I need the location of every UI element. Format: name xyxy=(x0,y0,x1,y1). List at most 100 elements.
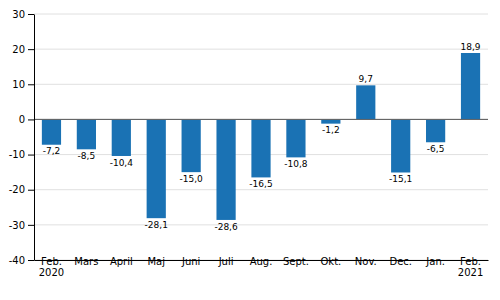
y-tick-label: -20 xyxy=(9,184,25,195)
x-tick: Sept. xyxy=(283,256,309,267)
y-tick: -10 xyxy=(9,149,34,160)
y-tick: -20 xyxy=(9,184,34,195)
x-tick-label-line: Maj xyxy=(147,256,165,267)
x-tick: Nov. xyxy=(355,256,377,267)
x-tick: Mars xyxy=(74,256,98,267)
y-tick: 30 xyxy=(12,9,34,20)
x-tick: Aug. xyxy=(250,256,273,267)
x-tick-label: Mars xyxy=(74,256,98,267)
x-tick-label-line: 2021 xyxy=(458,267,483,278)
x-tick: Juli xyxy=(218,256,234,267)
data-label: -15,0 xyxy=(180,174,204,184)
x-tick-label-line: Feb. xyxy=(41,256,62,267)
x-tick-label: Okt. xyxy=(320,256,341,267)
data-label: 9,7 xyxy=(359,74,373,84)
y-tick-mark xyxy=(28,260,34,261)
y-tick-label: 10 xyxy=(12,79,25,90)
data-label: -7,2 xyxy=(43,146,61,156)
x-tick: Juni xyxy=(181,256,200,267)
grid-line xyxy=(34,14,488,15)
grid-line xyxy=(34,49,488,50)
y-tick-mark xyxy=(28,190,34,191)
data-label: 18,9 xyxy=(461,42,481,52)
bar xyxy=(321,119,340,123)
bar xyxy=(356,85,375,119)
zero-line xyxy=(34,119,488,120)
data-label: -15,1 xyxy=(389,174,412,184)
y-tick-label: 20 xyxy=(12,44,25,55)
x-tick-label: Dec. xyxy=(389,256,412,267)
bars xyxy=(42,53,480,220)
x-tick: Maj xyxy=(147,256,165,267)
x-tick-label-line: 2020 xyxy=(39,267,64,278)
y-tick-label: -40 xyxy=(9,255,25,266)
data-label: -6,5 xyxy=(427,144,445,154)
x-tick-label-line: Sept. xyxy=(283,256,309,267)
x-tick-label: Feb.2020 xyxy=(39,256,64,278)
y-tick: -40 xyxy=(9,255,34,266)
x-tick: Feb.2021 xyxy=(458,256,483,278)
y-tick-label: -30 xyxy=(9,220,25,231)
bar xyxy=(182,119,201,172)
zero-line xyxy=(34,119,488,120)
grid-line xyxy=(34,224,488,225)
bar xyxy=(77,119,96,149)
grid-line xyxy=(34,84,488,85)
y-tick-mark xyxy=(28,14,34,15)
y-tick-mark xyxy=(28,119,34,120)
y-tick-mark xyxy=(28,225,34,226)
bar xyxy=(461,53,480,119)
bar xyxy=(286,119,305,157)
bar xyxy=(112,119,131,156)
y-tick-label: 0 xyxy=(19,114,25,125)
x-tick-label: Juni xyxy=(181,256,200,267)
x-tick-label-line: Nov. xyxy=(355,256,377,267)
chart-container: -40-30-20-100102030Feb.2020MarsAprilMajJ… xyxy=(0,0,500,300)
bar xyxy=(391,119,410,172)
x-tick-label: Feb.2021 xyxy=(458,256,483,278)
data-label: -28,6 xyxy=(214,222,238,232)
data-label: -8,5 xyxy=(78,151,96,161)
x-tick-label-line: Dec. xyxy=(389,256,412,267)
x-tick-label-line: Okt. xyxy=(320,256,341,267)
y-tick-label: -10 xyxy=(9,149,25,160)
x-tick-label: Maj xyxy=(147,256,165,267)
x-tick-label-line: April xyxy=(110,256,133,267)
y-tick-mark xyxy=(28,84,34,85)
x-tick: Okt. xyxy=(320,256,341,267)
y-tick-mark xyxy=(28,155,34,156)
x-tick-label: Aug. xyxy=(250,256,273,267)
x-tick-label-line: Mars xyxy=(74,256,98,267)
bar xyxy=(216,119,235,220)
x-tick-label: Nov. xyxy=(355,256,377,267)
y-tick-label: 30 xyxy=(12,9,25,20)
x-tick-label-line: Feb. xyxy=(460,256,481,267)
y-tick-mark xyxy=(28,49,34,50)
data-label: -28,1 xyxy=(145,220,168,230)
data-label: -10,8 xyxy=(284,159,308,169)
x-tick-label-line: Jan. xyxy=(425,256,445,267)
x-tick-label-line: Juni xyxy=(181,256,200,267)
x-axis: Feb.2020MarsAprilMajJuniJuliAug.Sept.Okt… xyxy=(35,256,489,278)
grid xyxy=(34,14,488,260)
bar xyxy=(251,119,270,177)
data-labels: -7,2-8,5-10,4-28,1-15,0-28,6-16,5-10,8-1… xyxy=(43,42,481,232)
grid-line xyxy=(34,189,488,190)
data-label: -16,5 xyxy=(249,179,272,189)
bar xyxy=(42,119,61,144)
chart-svg: -40-30-20-100102030Feb.2020MarsAprilMajJ… xyxy=(0,0,500,300)
x-tick-label-line: Aug. xyxy=(250,256,273,267)
y-axis-line xyxy=(34,15,35,261)
x-tick: Dec. xyxy=(389,256,412,267)
y-tick: -30 xyxy=(9,220,34,231)
bar xyxy=(426,119,445,142)
plot-area: -40-30-20-100102030Feb.2020MarsAprilMajJ… xyxy=(9,9,489,278)
x-tick: April xyxy=(110,256,133,267)
data-label: -1,2 xyxy=(322,125,340,135)
bar xyxy=(147,119,166,218)
x-tick-label: Jan. xyxy=(425,256,445,267)
x-tick-label-line: Juli xyxy=(218,256,234,267)
x-tick: Feb.2020 xyxy=(39,256,64,278)
x-tick-label: April xyxy=(110,256,133,267)
x-tick-label: Sept. xyxy=(283,256,309,267)
